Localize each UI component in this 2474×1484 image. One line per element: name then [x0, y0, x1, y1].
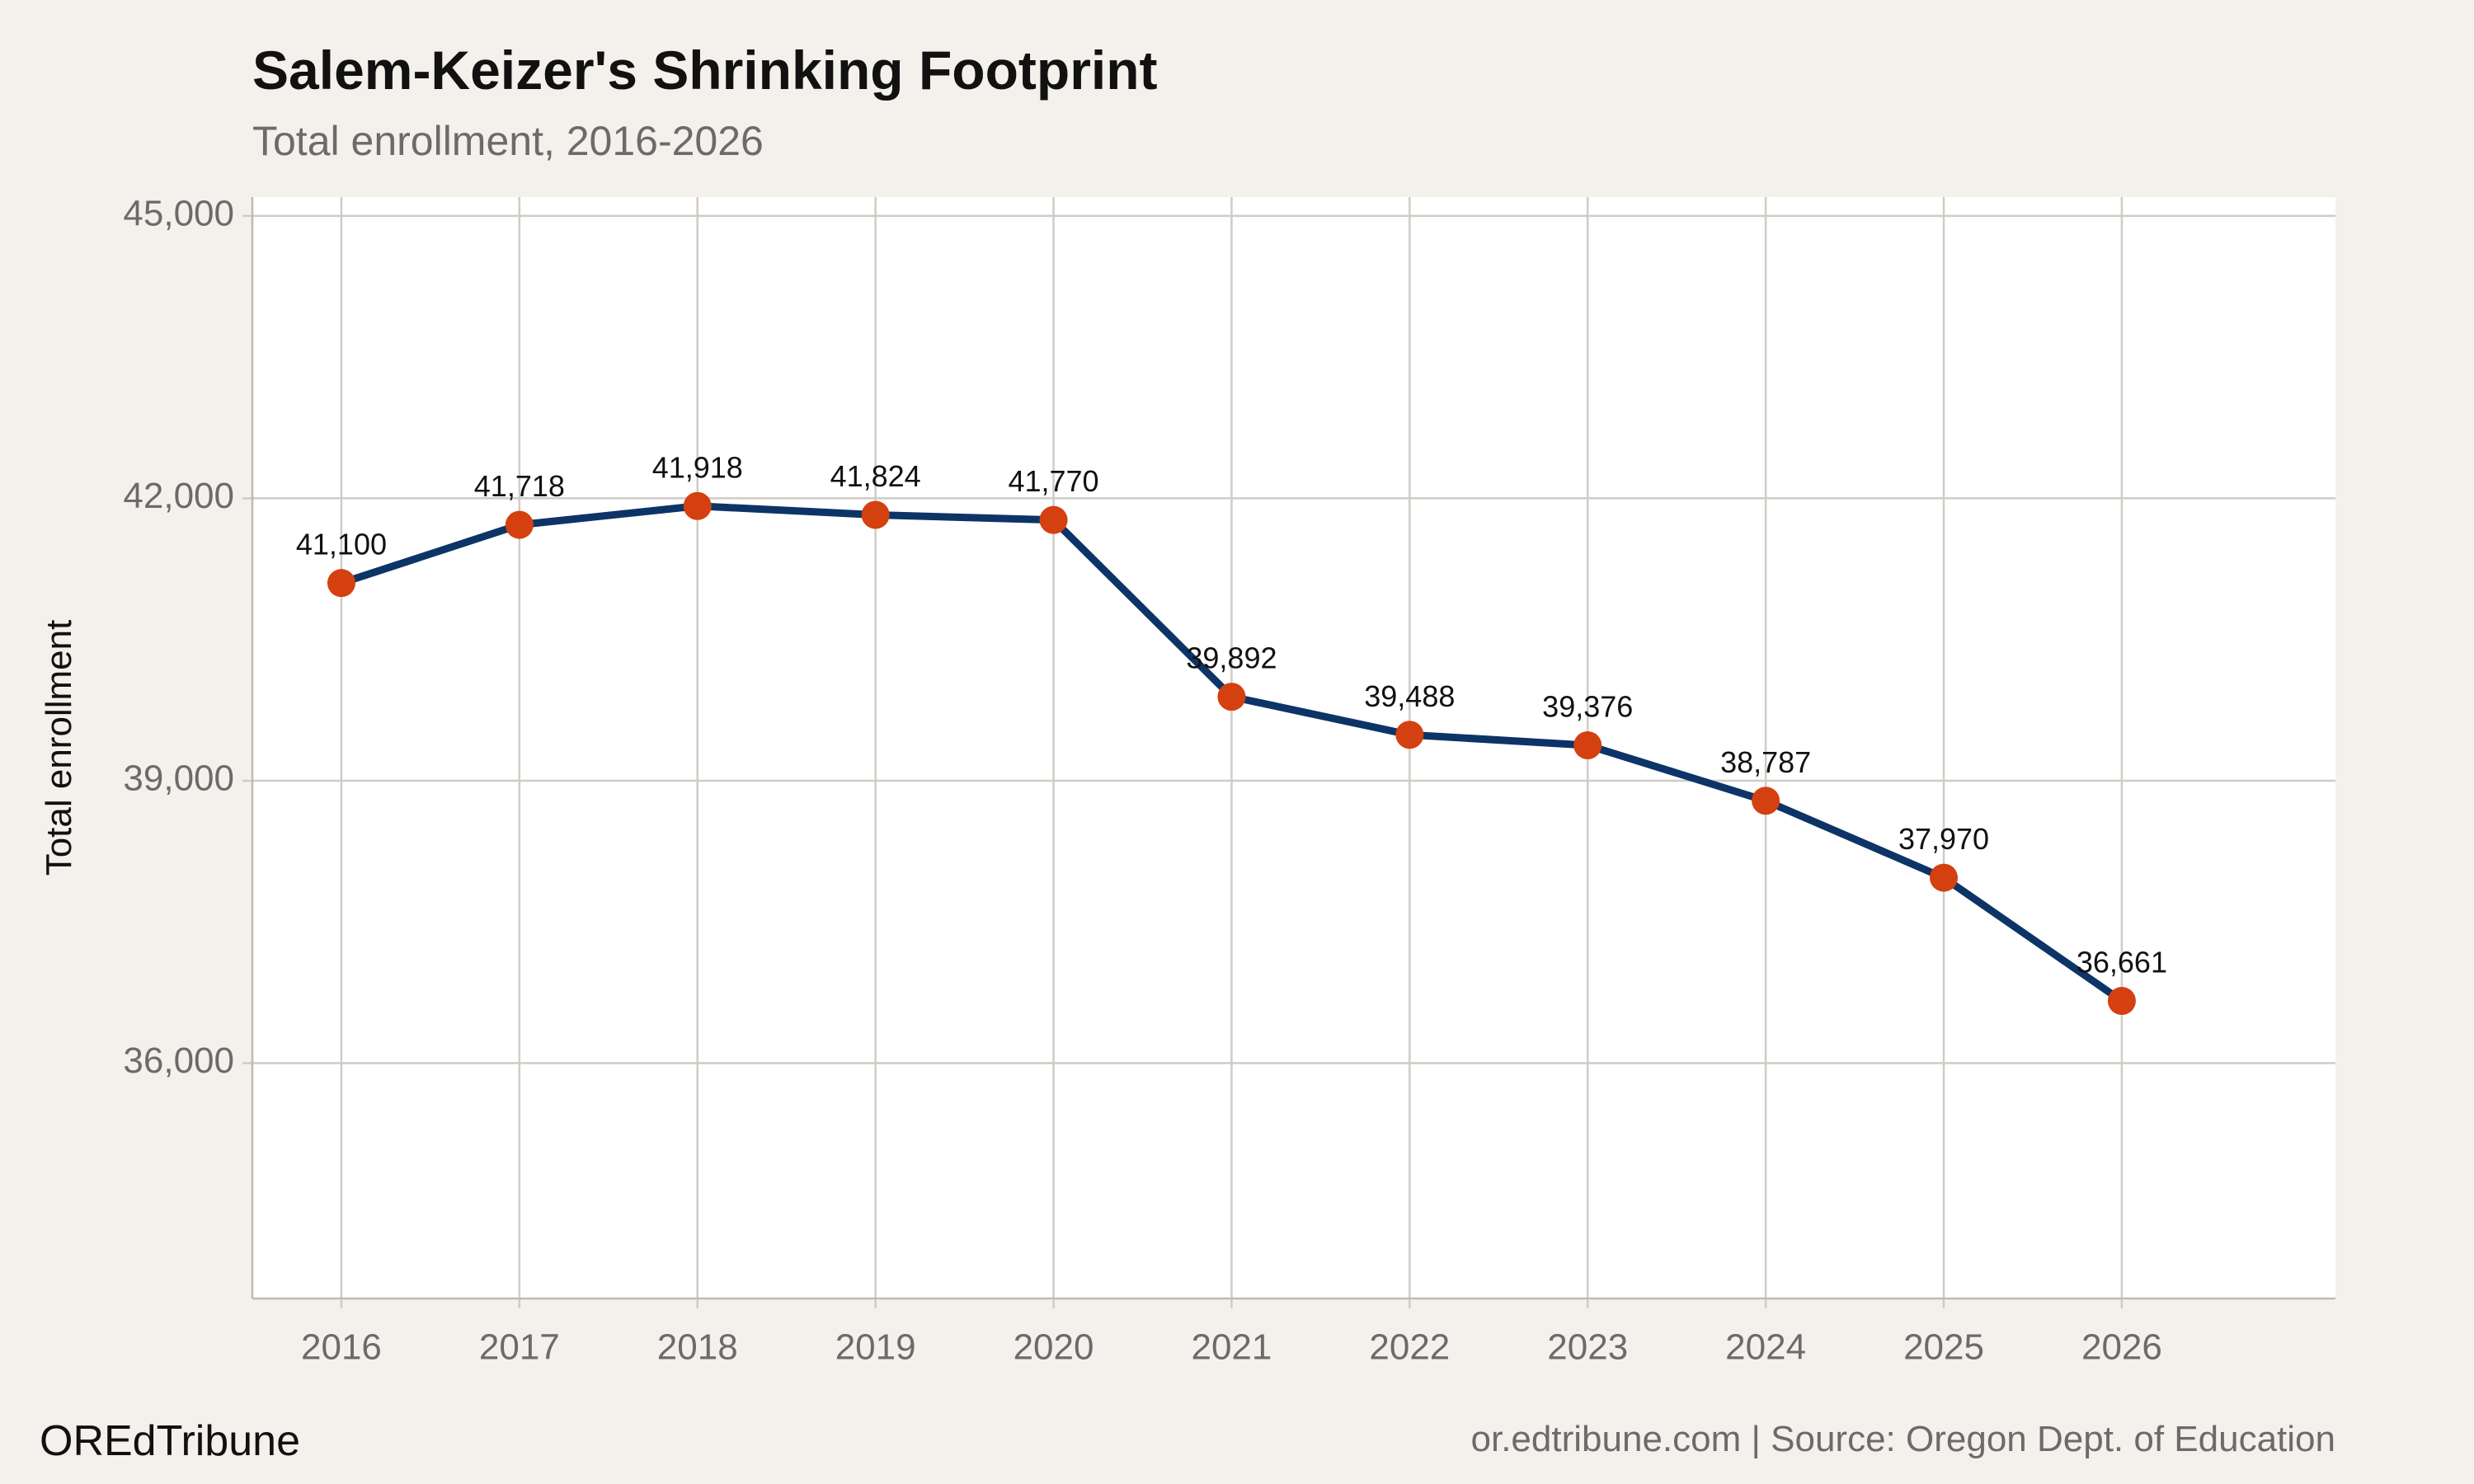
y-tick-label: 42,000	[123, 476, 234, 516]
point	[505, 510, 534, 539]
x-tick-label: 2023	[1547, 1327, 1628, 1368]
source: or.edtribune.com | Source: Oregon Dept. …	[1471, 1419, 2335, 1459]
y-axis-label: Total enrollment	[39, 620, 79, 876]
value-label: 41,918	[652, 450, 743, 484]
x-tick-label: 2016	[301, 1327, 382, 1368]
point	[1395, 721, 1424, 749]
value-label: 41,824	[830, 459, 921, 493]
value-label: 41,718	[474, 469, 565, 503]
point	[1573, 731, 1602, 760]
value-label: 38,787	[1720, 745, 1811, 779]
point	[327, 569, 355, 598]
x-tick-label: 2026	[2081, 1327, 2162, 1368]
point	[1039, 505, 1068, 534]
chart-title: Salem-Keizer's Shrinking Footprint	[252, 40, 1158, 101]
point	[861, 500, 890, 529]
brand: OREdTribune	[40, 1417, 300, 1465]
point	[2107, 987, 2136, 1016]
y-tick-label: 45,000	[123, 193, 234, 233]
x-tick-label: 2020	[1014, 1327, 1094, 1368]
point	[1217, 683, 1246, 711]
value-label: 39,488	[1364, 679, 1455, 713]
chart-subtitle: Total enrollment, 2016-2026	[252, 118, 764, 164]
value-label: 39,892	[1186, 641, 1277, 675]
y-tick-label: 39,000	[123, 758, 234, 799]
point	[1752, 787, 1780, 815]
x-tick-label: 2017	[479, 1327, 560, 1368]
value-label: 37,970	[1898, 822, 1989, 856]
x-tick-label: 2018	[657, 1327, 738, 1368]
x-tick-label: 2021	[1191, 1327, 1272, 1368]
point	[683, 491, 712, 520]
x-tick-label: 2019	[835, 1327, 916, 1368]
value-label: 41,100	[296, 528, 387, 561]
value-label: 41,770	[1008, 464, 1098, 498]
x-tick-label: 2022	[1369, 1327, 1450, 1368]
value-label: 36,661	[2077, 946, 2167, 979]
point	[1930, 863, 1959, 892]
y-tick-label: 36,000	[123, 1040, 234, 1081]
x-tick-label: 2025	[1903, 1327, 1984, 1368]
plot-area	[252, 197, 2335, 1298]
value-label: 39,376	[1542, 690, 1633, 724]
x-tick-label: 2024	[1725, 1327, 1806, 1368]
